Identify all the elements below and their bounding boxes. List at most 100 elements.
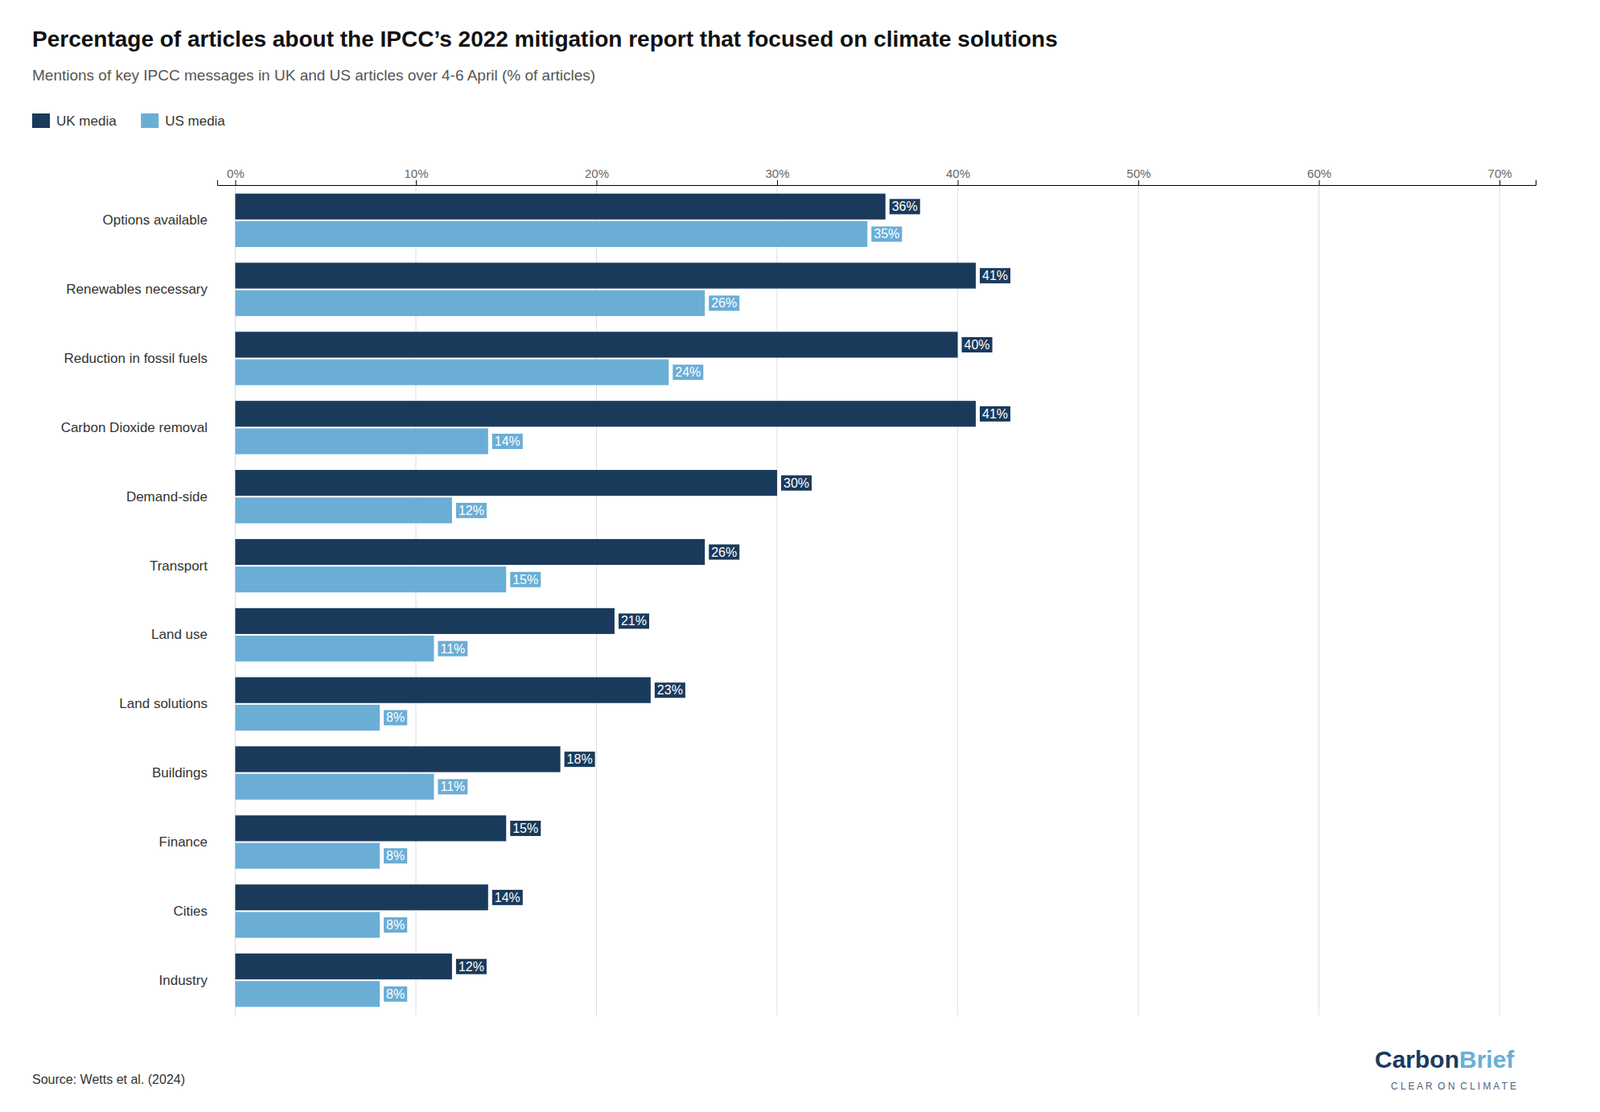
data-label: 15% bbox=[510, 820, 541, 836]
x-tick: 60% bbox=[1307, 166, 1332, 186]
bar bbox=[234, 704, 380, 731]
data-label: 8% bbox=[383, 709, 408, 725]
y-tick-label: Land solutions bbox=[119, 695, 208, 712]
x-tick-label: 0% bbox=[226, 166, 245, 181]
x-axis: 0% 10% 20% 30% 40% 50% 60% 70% bbox=[217, 166, 1537, 186]
data-label-text: 14% bbox=[494, 890, 521, 905]
data-label-box bbox=[979, 267, 1011, 284]
x-tick-mark bbox=[415, 180, 417, 186]
data-label: 14% bbox=[492, 433, 523, 449]
annotation: Carbon bbox=[1374, 1045, 1460, 1073]
data-label-box bbox=[708, 544, 740, 560]
y-tick: Cities bbox=[172, 903, 208, 919]
annotation: Brief bbox=[1459, 1045, 1515, 1073]
data-label: 35% bbox=[871, 226, 902, 242]
source: Source: Wetts et al. (2024) bbox=[32, 1072, 186, 1086]
bar bbox=[234, 773, 434, 800]
data-label-text: 36% bbox=[892, 199, 918, 214]
data-label-box bbox=[962, 337, 993, 353]
annotations: CarbonBrief C L E A R O N C L I M A T E bbox=[1374, 1045, 1517, 1092]
annotation: C L E A R O N C L I M A T E bbox=[1390, 1080, 1517, 1092]
data-label-box bbox=[781, 475, 812, 491]
legend: UK mediaUS media bbox=[32, 113, 226, 129]
x-tick-label: 50% bbox=[1126, 166, 1152, 181]
data-label-box bbox=[437, 641, 468, 657]
data-label-text: 15% bbox=[512, 572, 539, 587]
y-tick: Finance bbox=[159, 834, 208, 850]
data-label-box bbox=[564, 751, 596, 767]
y-tick-label: Finance bbox=[159, 834, 208, 850]
bar bbox=[234, 497, 452, 523]
legend-label: US media bbox=[164, 113, 226, 129]
bar bbox=[234, 400, 976, 427]
data-label-box bbox=[456, 958, 487, 975]
data-label: 14% bbox=[492, 889, 523, 905]
data-label-text: 26% bbox=[711, 545, 737, 560]
data-label-text: 11% bbox=[440, 779, 465, 794]
x-tick-label: 20% bbox=[584, 166, 609, 181]
data-label-box bbox=[654, 682, 686, 698]
y-tick-label: Industry bbox=[159, 972, 209, 988]
x-tick: 10% bbox=[403, 166, 428, 186]
data-label: 8% bbox=[383, 847, 408, 864]
bar bbox=[234, 745, 560, 772]
data-label-box bbox=[437, 778, 468, 794]
grid-line bbox=[1499, 185, 1501, 1016]
y-tick: Land solutions bbox=[119, 695, 208, 712]
data-label-box bbox=[492, 433, 523, 449]
data-label-text: 14% bbox=[494, 434, 521, 449]
y-tick: Options available bbox=[102, 212, 208, 228]
bar bbox=[234, 884, 488, 910]
x-tick: 0% bbox=[226, 166, 245, 186]
data-label-text: 8% bbox=[386, 848, 405, 863]
bar bbox=[234, 814, 506, 841]
data-label-text: 41% bbox=[982, 407, 1008, 421]
legend-swatch bbox=[32, 113, 50, 128]
bar bbox=[234, 980, 380, 1007]
data-label: 12% bbox=[456, 502, 487, 519]
data-label: 21% bbox=[618, 612, 650, 629]
x-tick-label: 70% bbox=[1488, 166, 1513, 181]
data-label: 11% bbox=[437, 641, 468, 657]
x-tick: 30% bbox=[765, 166, 790, 186]
y-tick: Demand-side bbox=[126, 489, 208, 505]
data-label: 15% bbox=[510, 571, 541, 588]
data-label: 36% bbox=[889, 198, 921, 214]
data-label-box bbox=[383, 709, 408, 725]
data-label-box bbox=[708, 295, 740, 311]
bar bbox=[234, 538, 705, 565]
bar bbox=[234, 843, 380, 869]
y-tick: Transport bbox=[149, 558, 208, 574]
y-tick: Land use bbox=[151, 626, 208, 642]
data-label-box bbox=[871, 226, 902, 242]
title: Percentage of articles about the IPCC’s … bbox=[32, 26, 1058, 52]
y-tick-label: Options available bbox=[102, 212, 208, 228]
grid-line bbox=[1318, 185, 1320, 1016]
data-label-text: 26% bbox=[711, 296, 737, 310]
data-label-box bbox=[510, 571, 541, 588]
bar bbox=[234, 566, 506, 593]
data-label-text: 21% bbox=[621, 613, 647, 628]
data-label-text: 23% bbox=[657, 682, 683, 697]
x-tick: 40% bbox=[946, 166, 971, 186]
data-label-text: 12% bbox=[458, 959, 485, 974]
x-tick-label: 60% bbox=[1307, 166, 1332, 181]
data-label: 8% bbox=[383, 917, 408, 933]
x-tick-mark bbox=[234, 180, 236, 186]
x-tick: 20% bbox=[584, 166, 609, 186]
data-label-text: 8% bbox=[386, 917, 405, 932]
y-tick-label: Buildings bbox=[152, 765, 208, 781]
bar bbox=[234, 911, 380, 938]
data-label: 26% bbox=[708, 544, 740, 560]
bar bbox=[234, 427, 488, 454]
bar bbox=[234, 262, 976, 288]
data-label: 18% bbox=[564, 751, 596, 767]
data-label-box bbox=[672, 364, 704, 380]
y-tick: Carbon Dioxide removal bbox=[61, 419, 208, 436]
data-label: 41% bbox=[979, 267, 1011, 284]
data-label: 11% bbox=[437, 778, 468, 794]
x-tick-mark bbox=[1319, 180, 1321, 186]
bars bbox=[234, 193, 976, 1008]
bar bbox=[234, 359, 669, 386]
y-tick-label: Transport bbox=[149, 558, 208, 574]
